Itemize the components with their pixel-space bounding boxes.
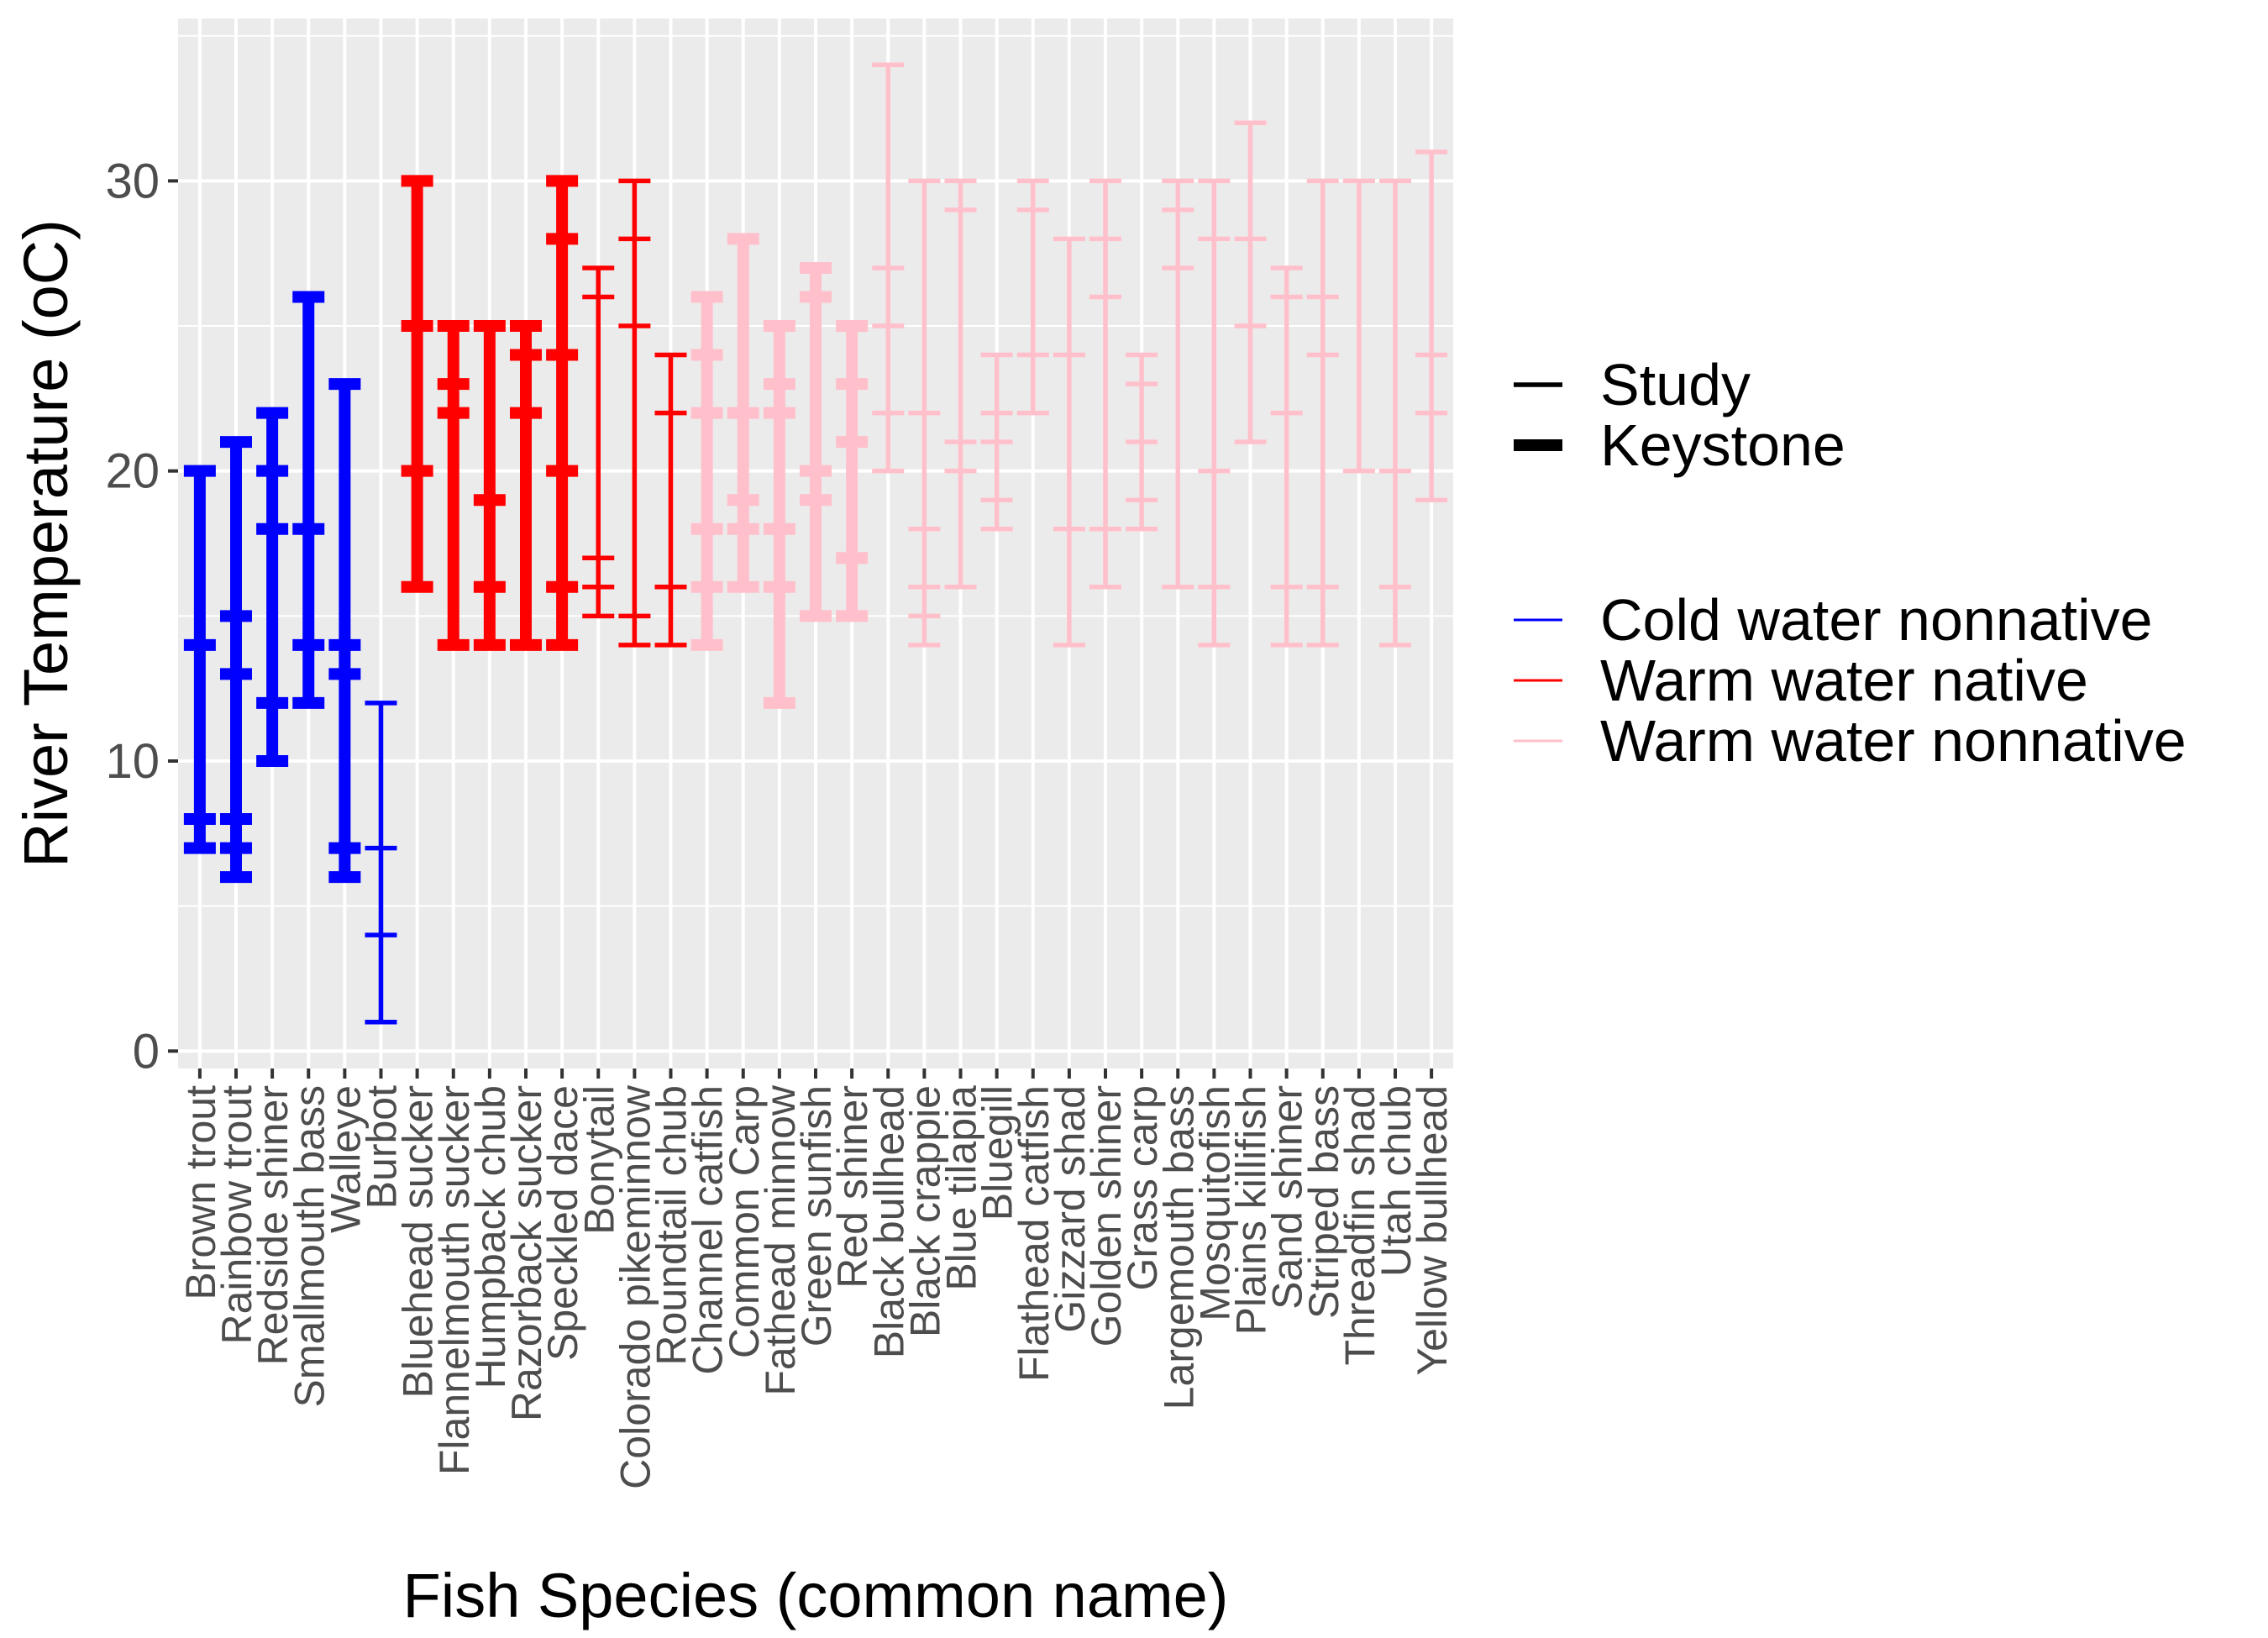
x-tick-label: Roundtail chub bbox=[648, 1085, 696, 1366]
x-tick-label: Speckled dace bbox=[539, 1085, 586, 1361]
error-bars bbox=[183, 62, 1448, 1025]
errorbar-flannelmouth-sucker bbox=[437, 320, 470, 651]
x-tick-label: Largemouth bass bbox=[1155, 1085, 1202, 1410]
x-tick-label: Threadfin shad bbox=[1336, 1085, 1383, 1366]
x-tick-label: Flannelmouth sucker bbox=[431, 1085, 478, 1475]
y-tick-label: 0 bbox=[133, 1024, 160, 1079]
errorbar-bluegill bbox=[980, 352, 1013, 532]
errorbar-smallmouth-bass bbox=[292, 291, 325, 709]
x-tick-label: Common Carp bbox=[721, 1085, 768, 1358]
errorbar-razorback-sucker bbox=[510, 320, 542, 651]
x-tick-label: Flathead catfish bbox=[1011, 1085, 1058, 1382]
x-tick-label: Plains killifish bbox=[1228, 1085, 1275, 1335]
x-tick-label: Red shiner bbox=[829, 1085, 876, 1289]
errorbar-channel-catfish bbox=[690, 291, 723, 651]
errorbar-humpback-chub bbox=[473, 320, 506, 651]
x-tick-label: Fathead minnow bbox=[757, 1084, 804, 1396]
legend-label-warm_native: Warm water native bbox=[1600, 648, 2088, 713]
x-tick-label: Razorback sucker bbox=[503, 1085, 550, 1421]
x-tick-label: Black crappie bbox=[901, 1085, 948, 1337]
errorbar-burbot bbox=[365, 701, 397, 1025]
errorbar-mosquitofish bbox=[1198, 178, 1231, 648]
x-tick-label: Brown trout bbox=[177, 1085, 224, 1300]
x-tick-label: Sand shiner bbox=[1264, 1085, 1311, 1310]
x-tick-label: Gizzard shad bbox=[1047, 1085, 1094, 1333]
errorbar-gizzard-shad bbox=[1053, 236, 1085, 648]
legend-label-keystone: Keystone bbox=[1600, 412, 1845, 478]
x-tick-label: Colorado pikeminnow bbox=[612, 1084, 659, 1489]
errorbar-largemouth-bass bbox=[1162, 178, 1194, 590]
x-tick-label: Striped bass bbox=[1300, 1085, 1347, 1319]
y-tick-label: 20 bbox=[105, 444, 160, 499]
errorbar-yellow-bullhead bbox=[1415, 150, 1448, 502]
errorbar-bluehead-sucker bbox=[401, 175, 433, 593]
errorbar-common-carp bbox=[727, 233, 759, 593]
x-tick-label: Burbot bbox=[359, 1085, 406, 1209]
errorbar-rainbow-trout bbox=[220, 436, 252, 884]
x-tick-label: Black bullhead bbox=[865, 1085, 912, 1358]
x-tick-label: Rainbow trout bbox=[213, 1085, 260, 1345]
errorbar-plains-killifish bbox=[1234, 120, 1267, 444]
errorbar-utah-chub bbox=[1379, 178, 1411, 648]
errorbar-redside-shiner bbox=[256, 407, 289, 767]
legend-label-study: Study bbox=[1600, 352, 1751, 417]
x-tick-label: Golden shiner bbox=[1083, 1085, 1130, 1347]
errorbar-sand-shiner bbox=[1270, 265, 1303, 648]
errorbar-speckled-dace bbox=[546, 175, 579, 651]
x-tick-label: Bluehead sucker bbox=[395, 1085, 442, 1398]
errorbar-golden-shiner bbox=[1089, 178, 1121, 590]
errorbar-roundtail-chub bbox=[654, 352, 687, 648]
y-tick-label: 10 bbox=[105, 734, 160, 789]
x-tick-label: Grass carp bbox=[1119, 1085, 1166, 1291]
x-tick-label: Yellow bullhead bbox=[1409, 1085, 1456, 1376]
errorbar-walleye bbox=[328, 378, 361, 884]
x-tick-label: Redside shiner bbox=[249, 1085, 297, 1366]
errorbar-striped-bass bbox=[1306, 178, 1339, 648]
errorbar-brown-trout bbox=[183, 465, 216, 854]
errorbar-colorado-pikeminnow bbox=[618, 178, 651, 648]
errorbar-green-sunfish bbox=[800, 261, 832, 622]
errorbar-flathead-catfish bbox=[1016, 178, 1049, 416]
x-tick-label: Mosquitofish bbox=[1191, 1085, 1238, 1321]
x-tick-label: Bluegill bbox=[974, 1085, 1021, 1221]
errorbar-black-crappie bbox=[908, 178, 941, 648]
x-tick-label: Bonytail bbox=[575, 1085, 622, 1235]
x-tick-label: Channel catfish bbox=[685, 1085, 732, 1375]
x-tick-label: Walleye bbox=[322, 1085, 369, 1233]
y-axis-title: River Temperature (oC) bbox=[11, 219, 81, 868]
legend-label-cold_nonnative: Cold water nonnative bbox=[1600, 587, 2153, 653]
errorbar-bonytail bbox=[582, 265, 615, 619]
x-tick-label: Humpback chub bbox=[467, 1085, 514, 1389]
errorbar-threadfin-shad bbox=[1342, 178, 1375, 474]
errorbar-blue-tilapia bbox=[944, 178, 977, 590]
x-axis-title: Fish Species (common name) bbox=[403, 1561, 1229, 1630]
errorbar-black-bullhead bbox=[872, 62, 905, 474]
x-tick-label: Utah chub bbox=[1373, 1085, 1420, 1277]
y-axis: 0 10 20 30 bbox=[105, 154, 178, 1079]
legend-label-warm_nonnative: Warm water nonnative bbox=[1600, 708, 2187, 774]
errorbar-grass-carp bbox=[1126, 352, 1158, 532]
x-tick-label: Smallmouth bass bbox=[286, 1085, 333, 1408]
x-tick-label: Blue tilapia bbox=[938, 1085, 985, 1291]
errorbar-red-shiner bbox=[836, 320, 869, 622]
y-tick-label: 30 bbox=[105, 154, 160, 208]
x-tick-label: Green sunfish bbox=[793, 1085, 840, 1347]
errorbar-fathead-minnow bbox=[763, 320, 795, 709]
